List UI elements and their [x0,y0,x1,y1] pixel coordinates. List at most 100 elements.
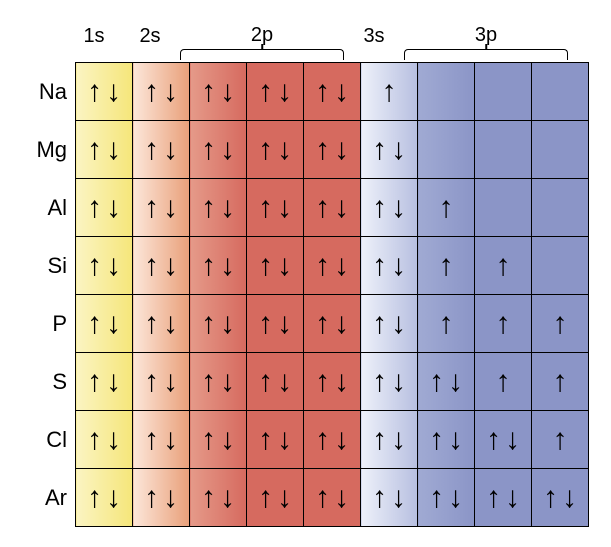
spin-up-icon: ↑ [201,77,216,107]
spin-up-icon: ↑ [382,77,397,107]
header-3p: 3p [402,25,570,60]
cell-Ar-2s-1: ↑↓ [133,469,190,527]
element-label-Al: Al [20,179,76,237]
spin-up-icon: ↑ [201,193,216,223]
spin-down-icon: ↓ [163,483,178,513]
spin-up-icon: ↑ [87,135,102,165]
spin-up-icon: ↑ [372,193,387,223]
spin-up-icon: ↑ [553,425,568,455]
cell-Mg-3p-8 [532,121,589,179]
spin-down-icon: ↓ [163,135,178,165]
cell-S-2p-2: ↑↓ [190,353,247,411]
spin-up-icon: ↑ [429,483,444,513]
spin-up-icon: ↑ [201,135,216,165]
spin-up-icon: ↑ [258,425,273,455]
cell-P-3p-7: ↑ [475,295,532,353]
cell-S-2s-1: ↑↓ [133,353,190,411]
spin-down-icon: ↓ [334,483,349,513]
header-3s: 3s [346,26,402,60]
spin-up-icon: ↑ [201,367,216,397]
spin-up-icon: ↑ [144,367,159,397]
cell-Cl-3p-8: ↑ [532,411,589,469]
cell-Mg-3p-6 [418,121,475,179]
spin-down-icon: ↓ [106,193,121,223]
spin-up-icon: ↑ [372,309,387,339]
spin-down-icon: ↓ [391,367,406,397]
spin-down-icon: ↓ [277,367,292,397]
spin-up-icon: ↑ [201,309,216,339]
cell-Cl-2p-4: ↑↓ [304,411,361,469]
spin-down-icon: ↓ [334,367,349,397]
cell-Ar-3s-5: ↑↓ [361,469,418,527]
header-1s: 1s [66,26,122,60]
spin-down-icon: ↓ [277,483,292,513]
spin-up-icon: ↑ [144,483,159,513]
cell-Al-3p-8 [532,179,589,237]
cell-Si-3p-6: ↑ [418,237,475,295]
spin-down-icon: ↓ [391,193,406,223]
cell-Ar-3p-7: ↑↓ [475,469,532,527]
spin-down-icon: ↓ [448,483,463,513]
spin-down-icon: ↓ [106,135,121,165]
cell-Mg-1s-0: ↑↓ [76,121,133,179]
element-label-Ar: Ar [20,469,76,527]
cell-Cl-1s-0: ↑↓ [76,411,133,469]
cell-Si-2p-4: ↑↓ [304,237,361,295]
spin-down-icon: ↓ [334,251,349,281]
cell-Cl-3p-7: ↑↓ [475,411,532,469]
spin-down-icon: ↓ [277,251,292,281]
cell-P-2p-2: ↑↓ [190,295,247,353]
element-label-P: P [20,295,76,353]
spin-up-icon: ↑ [429,425,444,455]
spin-down-icon: ↓ [163,425,178,455]
cell-P-3s-5: ↑↓ [361,295,418,353]
cell-Al-2p-3: ↑↓ [247,179,304,237]
cell-Ar-2p-3: ↑↓ [247,469,304,527]
spin-down-icon: ↓ [220,77,235,107]
spin-down-icon: ↓ [334,309,349,339]
cell-Cl-3p-6: ↑↓ [418,411,475,469]
spin-down-icon: ↓ [163,251,178,281]
orbital-header-row: 1s2s2p3s3p [20,20,589,60]
spin-up-icon: ↑ [372,425,387,455]
spin-down-icon: ↓ [220,367,235,397]
spin-up-icon: ↑ [439,193,454,223]
spin-down-icon: ↓ [106,251,121,281]
spin-up-icon: ↑ [496,367,511,397]
cell-Ar-2p-2: ↑↓ [190,469,247,527]
spin-down-icon: ↓ [163,193,178,223]
spin-down-icon: ↓ [562,483,577,513]
spin-up-icon: ↑ [496,309,511,339]
cell-Na-2p-2: ↑↓ [190,63,247,121]
spin-up-icon: ↑ [201,425,216,455]
spin-up-icon: ↑ [87,309,102,339]
spin-up-icon: ↑ [315,77,330,107]
cell-P-2p-3: ↑↓ [247,295,304,353]
spin-up-icon: ↑ [372,367,387,397]
spin-up-icon: ↑ [201,251,216,281]
cell-Na-3p-6 [418,63,475,121]
element-label-Si: Si [20,237,76,295]
spin-up-icon: ↑ [258,251,273,281]
cell-S-2p-4: ↑↓ [304,353,361,411]
spin-down-icon: ↓ [334,425,349,455]
cell-Na-2p-4: ↑↓ [304,63,361,121]
spin-up-icon: ↑ [201,483,216,513]
cell-Mg-3s-5: ↑↓ [361,121,418,179]
spin-down-icon: ↓ [391,309,406,339]
spin-down-icon: ↓ [277,309,292,339]
cell-Si-2p-2: ↑↓ [190,237,247,295]
element-label-S: S [20,353,76,411]
spin-up-icon: ↑ [87,251,102,281]
cell-S-3p-7: ↑ [475,353,532,411]
spin-down-icon: ↓ [220,193,235,223]
cell-Al-3s-5: ↑↓ [361,179,418,237]
cell-Mg-3p-7 [475,121,532,179]
cell-Cl-3s-5: ↑↓ [361,411,418,469]
spin-down-icon: ↓ [391,483,406,513]
cell-Mg-2p-2: ↑↓ [190,121,247,179]
spin-down-icon: ↓ [391,251,406,281]
cell-Mg-2s-1: ↑↓ [133,121,190,179]
spin-down-icon: ↓ [220,425,235,455]
spin-up-icon: ↑ [372,483,387,513]
